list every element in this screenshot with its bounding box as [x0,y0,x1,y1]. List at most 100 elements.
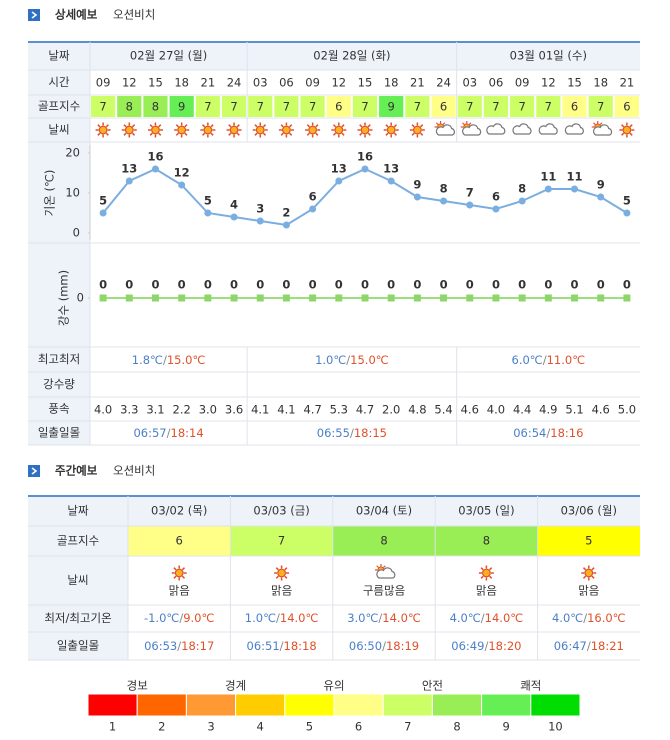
min-max-second: 11.0℃ [547,353,586,367]
legend-level: 8 [453,720,460,734]
min-max-first: 4.0℃ [450,611,481,625]
min-max-first: 6.0℃ [512,353,543,367]
hour: 12 [331,76,346,90]
legend-group: 유의 [323,679,344,693]
row-label: 최고최저 [38,352,80,366]
sun-disc [412,125,422,135]
sun-ray [332,132,337,136]
sun-ray [289,124,293,128]
precipitation-label: 0 [623,278,631,292]
sun-ray [184,124,188,128]
golf-value: 6 [623,100,630,114]
sunrise-sunset-first: 06:51 [247,639,280,653]
golf-cell [431,96,456,117]
sunrise-sunset: 06:49/18:20 [451,639,521,653]
row-label: 강수량 [43,377,75,391]
temperature-label: 7 [466,186,474,200]
golf-cell [588,96,613,117]
golf-cell [274,96,299,117]
temperature-label: 3 [256,202,264,216]
wind-value: 4.1 [251,403,269,417]
hour: 12 [122,76,137,90]
temperature-point [361,165,369,173]
sun-ray [621,124,625,128]
golf-value: 7 [597,100,604,114]
legend-swatch [87,693,138,717]
temperature-point [466,201,474,209]
precipitation-point [387,294,395,302]
wind-value: 5.3 [330,403,348,417]
sun-ray [202,132,206,136]
separator: / [481,611,485,625]
sun-ray [105,124,109,128]
sun-ray [275,575,279,579]
golf-value: 7 [361,100,368,114]
row-label: 일출일몰 [57,639,99,653]
precipitation-point [518,294,526,302]
sun-disc [334,125,344,135]
icon-sunny [226,122,242,138]
sun-disc [98,125,108,135]
hour: 24 [227,76,242,90]
sun-ray [332,124,337,128]
cloud [512,123,532,135]
section-title: 상세예보 [55,8,98,22]
weather-text: 맑음 [578,584,599,598]
sun-ray [158,124,162,128]
golf-cell [562,96,587,117]
row-label: 골프지수 [38,99,80,113]
section-icon [28,9,40,21]
precipitation-point [571,294,579,302]
min-max: 1.0℃/15.0℃ [315,353,389,367]
separator: / [484,639,488,653]
sun-ray [367,132,371,136]
precipitation-point [335,294,343,302]
sun-ray [175,124,180,128]
legend-swatch [284,693,335,717]
sun-disc [308,125,318,135]
section-title: 주간예보 [55,464,98,478]
hour: 18 [174,76,189,90]
icon-sunny [383,122,399,138]
min-max-first: 1.8℃ [132,353,163,367]
precipitation-label: 0 [492,278,500,292]
sun-ray [236,132,240,136]
cloud [376,567,396,579]
wind-value: 3.3 [120,403,138,417]
sun-ray [158,132,162,136]
sun-ray [306,124,310,128]
sun-ray [621,132,625,136]
sun-ray [393,132,398,136]
sun-ray [210,124,214,128]
sun-disc [482,568,491,578]
sun-ray [315,132,319,136]
sun-ray [582,575,587,579]
hour: 09 [515,76,530,90]
min-max: 3.0℃/14.0℃ [347,611,421,625]
temperature-point [256,217,264,225]
legend-level: 6 [355,720,362,734]
golf-cell [128,526,231,556]
hour: 18 [593,76,608,90]
hour: 06 [489,76,504,90]
min-max-second: 16.0℃ [587,611,626,625]
sun-ray [202,124,206,128]
sun-ray [315,124,319,128]
row-label: 날씨 [48,123,69,137]
golf-cell [379,96,404,117]
sunrise-sunset-second: 18:21 [591,639,624,653]
temperature-label: 5 [204,194,212,208]
precipitation-label: 0 [230,278,238,292]
separator: / [350,426,354,440]
icon-cloudy [538,123,558,135]
temperature-point [623,209,631,217]
sun-disc [584,568,594,578]
sun-ray [181,567,186,571]
hour: 18 [384,76,399,90]
golf-cell [221,96,247,117]
golf-value: 6 [176,534,183,548]
cloud [593,124,613,136]
sun-ray [306,132,310,136]
sun-ray [420,132,424,136]
separator: / [378,611,382,625]
